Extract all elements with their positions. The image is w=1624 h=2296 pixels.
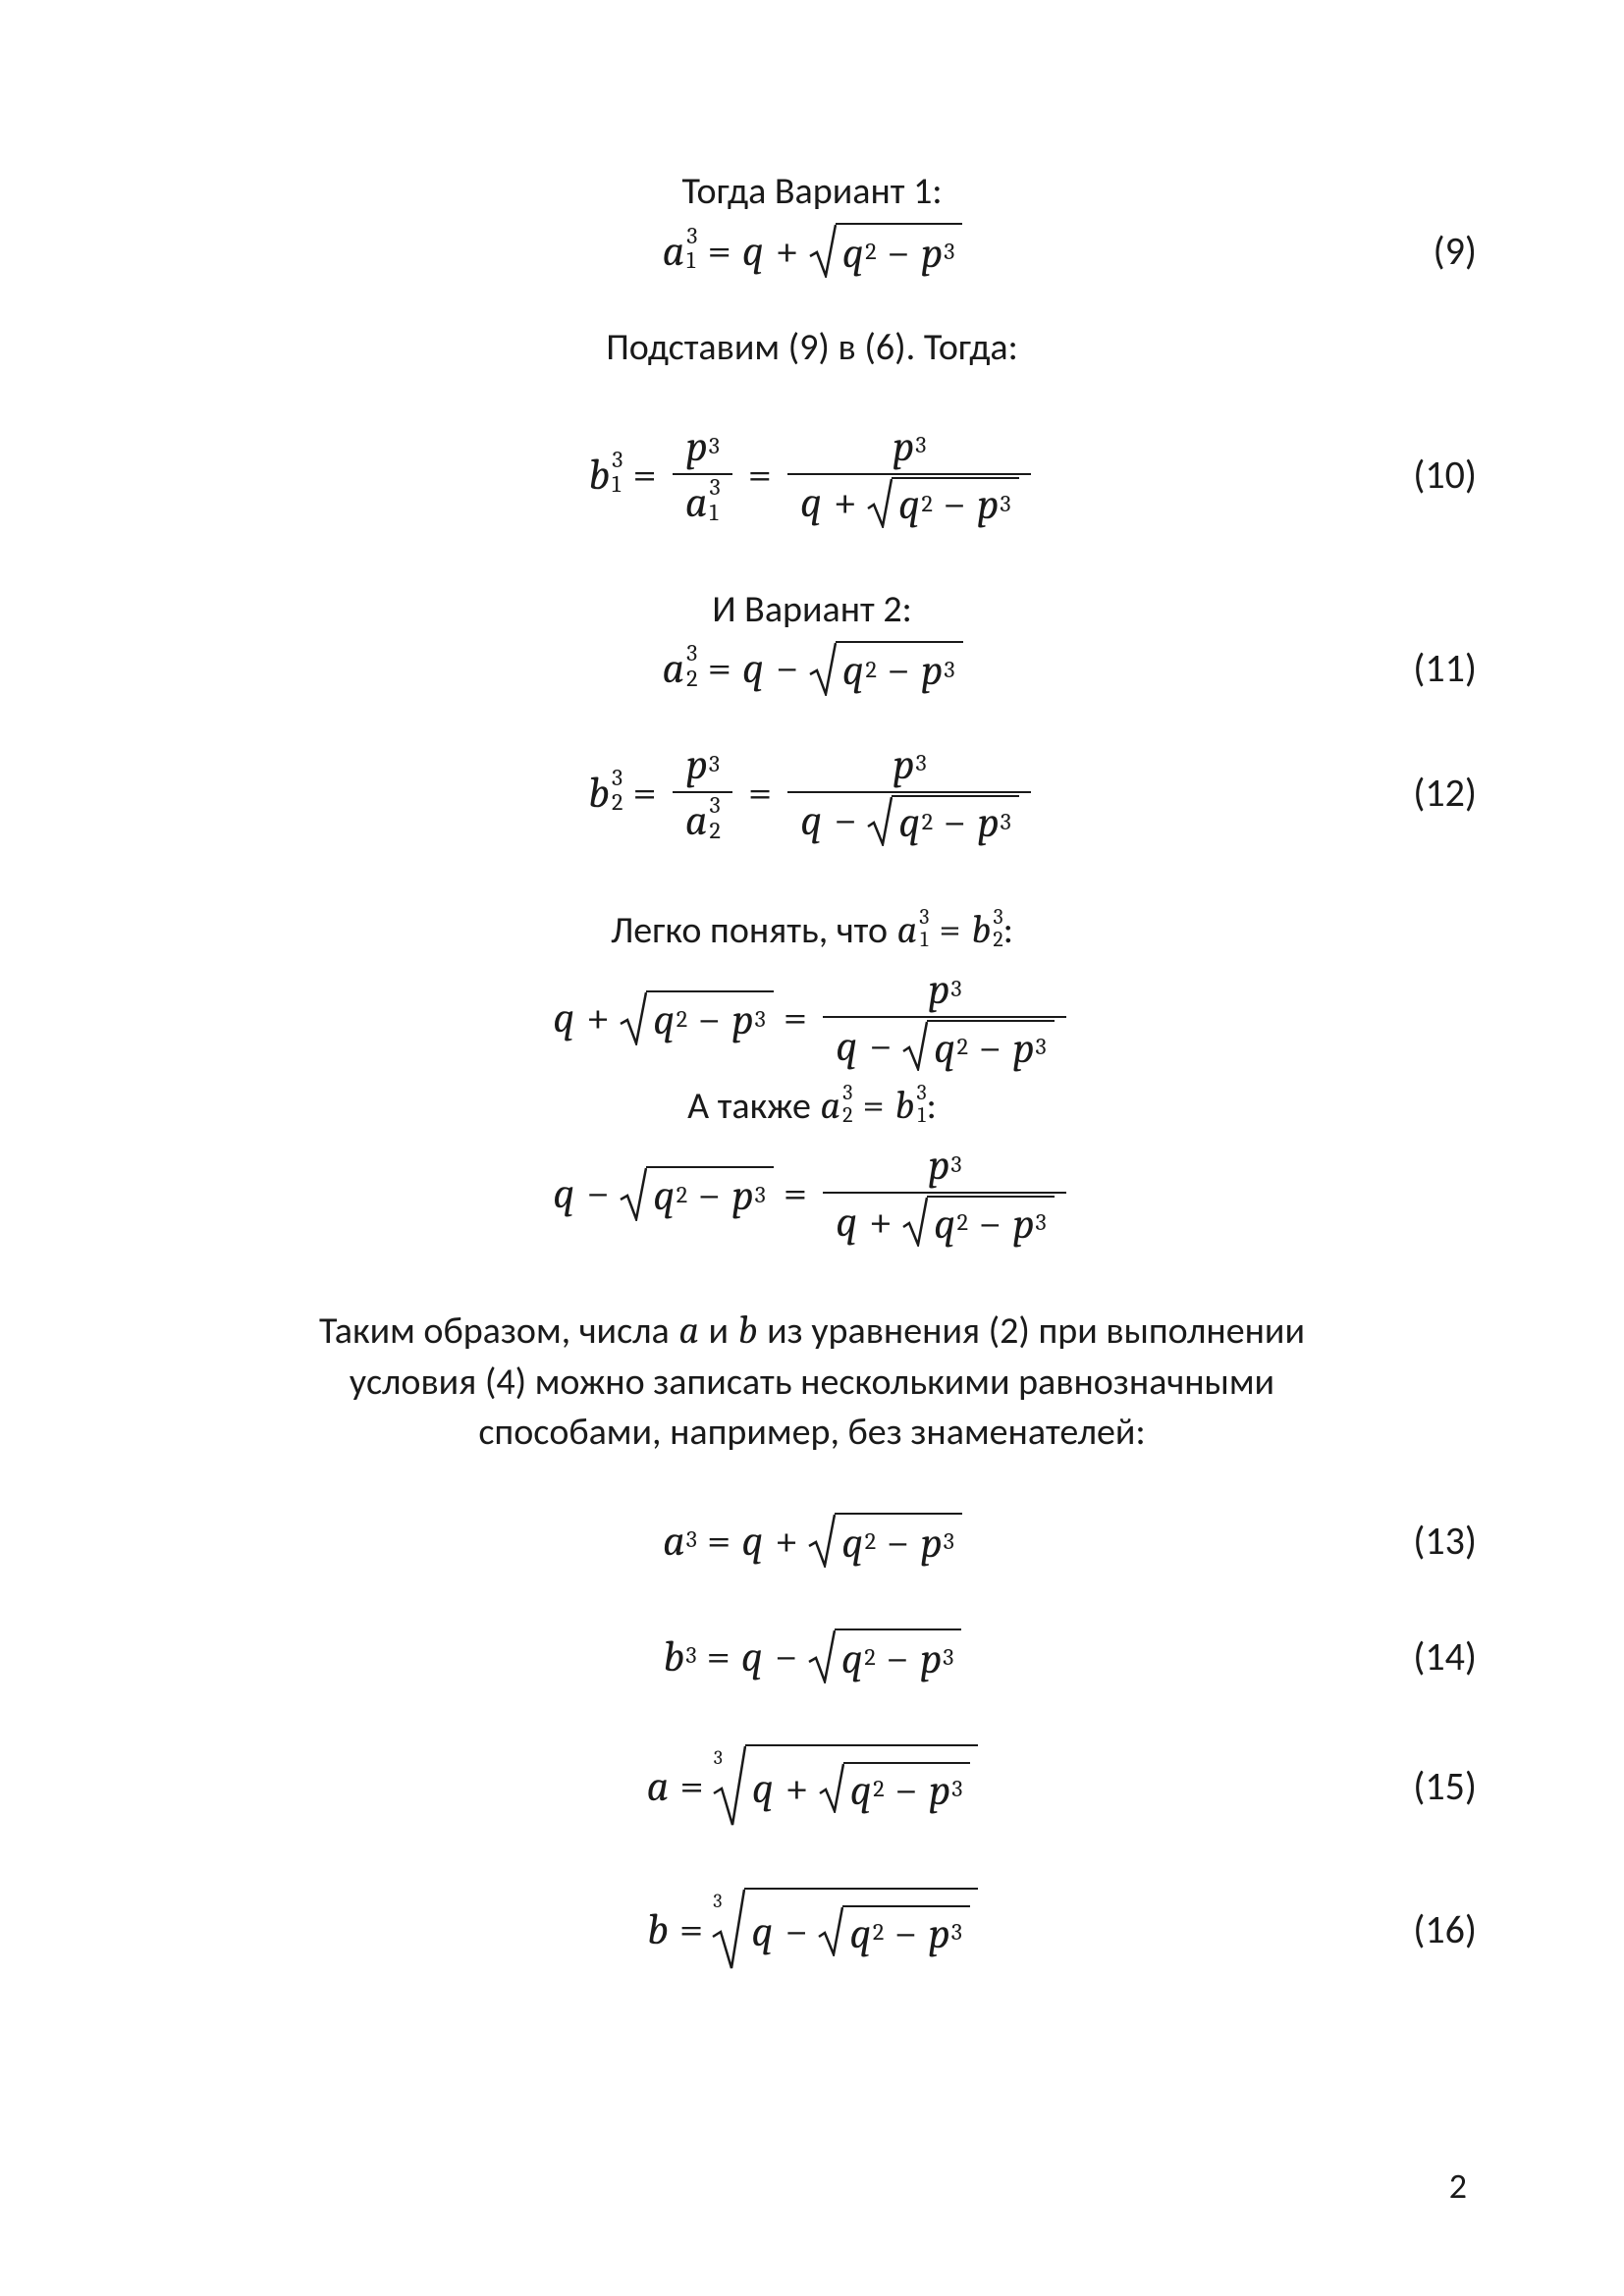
text-line: Тогда Вариант 1: — [147, 167, 1477, 217]
text-line: Подставим (9) в (6). Тогда: — [147, 323, 1477, 373]
equation-number: (9) — [1433, 227, 1477, 275]
equation-16: b = 3 q − q2−p3 (16) — [147, 1888, 1477, 1970]
page-content: Тогда Вариант 1: a31 = q + q2−p3 (9) Под… — [147, 167, 1477, 2178]
equation-number: (11) — [1413, 644, 1477, 692]
text-line: А также a32=b31: — [147, 1079, 1477, 1132]
equation-number: (16) — [1413, 1905, 1477, 1953]
equation-number: (14) — [1413, 1632, 1477, 1681]
equation-number: (15) — [1413, 1762, 1477, 1810]
equation-10: b31 = p3 a31 = p3 q + q2−p3 (10) — [147, 419, 1477, 530]
equation-number: (12) — [1413, 769, 1477, 817]
page-number: 2 — [1449, 2164, 1467, 2208]
text-line: Таким образом, числа a и b из уравнения … — [147, 1304, 1477, 1357]
equation-9: a31 = q + q2−p3 (9) — [147, 223, 1477, 278]
equation-identity-2: q − q2−p3 = p3 q + q2−p3 — [147, 1138, 1477, 1249]
equation-11: a32 = q − q2−p3 (11) — [147, 641, 1477, 696]
equation-14: b3 = q − q2−p3 (14) — [147, 1629, 1477, 1683]
equation-12: b32 = p3 a32 = p3 q − q2−p3 (12) — [147, 737, 1477, 848]
equation-number: (10) — [1413, 451, 1477, 499]
equation-15: a = 3 q + q2−p3 (15) — [147, 1744, 1477, 1827]
text-line: И Вариант 2: — [147, 585, 1477, 635]
equation-identity-1: q + q2−p3 = p3 q − q2−p3 — [147, 962, 1477, 1073]
equation-number: (13) — [1413, 1517, 1477, 1565]
text-line: условия (4) можно записать несколькими р… — [147, 1358, 1477, 1408]
text-line: способами, например, без знаменателей: — [147, 1408, 1477, 1458]
equation-13: a3 = q + q2−p3 (13) — [147, 1513, 1477, 1568]
text-line: Легко понять, что a31=b32: — [147, 903, 1477, 956]
